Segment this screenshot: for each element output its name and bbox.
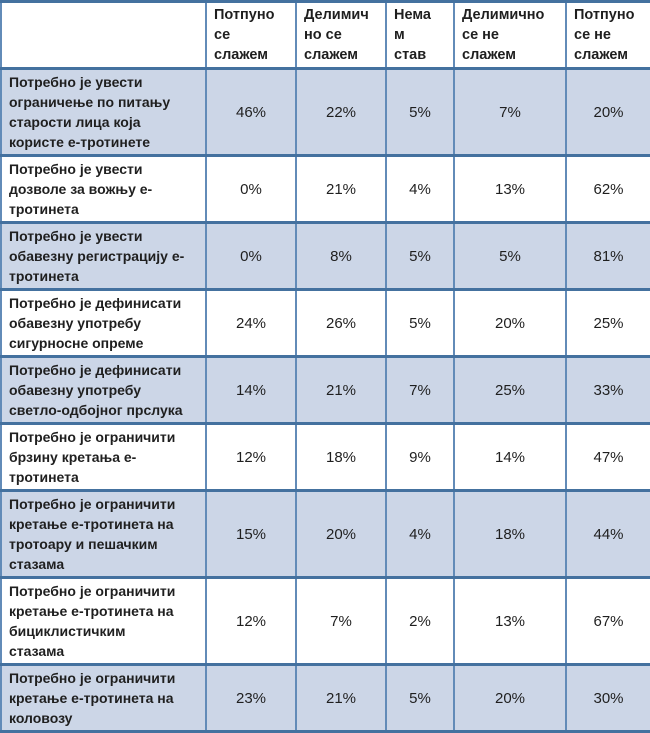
value-cell-r5-c1: 14% — [205, 355, 297, 425]
value-cell-r3-c1: 0% — [205, 221, 297, 291]
table-row-4: Потребно је дефинисати обавезну употребу… — [0, 288, 650, 358]
value-cell-r2-c2: 21% — [295, 154, 387, 224]
value-cell-r2-c5: 62% — [565, 154, 650, 224]
row-label-9: Потребно је ограничити кретање е-тротине… — [0, 663, 207, 733]
column-header-5: Потпуно се не слажем — [565, 0, 650, 70]
value-cell-r8-c1: 12% — [205, 576, 297, 666]
table-row-7: Потребно је ограничити кретање е-тротине… — [0, 489, 650, 579]
header-row: Потпуно се слажем Делимич но се слажем Нем… — [0, 0, 650, 70]
corner-cell — [0, 0, 207, 70]
value-cell-r8-c4: 13% — [453, 576, 567, 666]
value-cell-r4-c2: 26% — [295, 288, 387, 358]
value-cell-r3-c2: 8% — [295, 221, 387, 291]
row-label-6: Потребно је ограничити брзину кретања е-… — [0, 422, 207, 492]
column-header-4: Делимично се не слажем — [453, 0, 567, 70]
value-cell-r2-c4: 13% — [453, 154, 567, 224]
value-cell-r6-c4: 14% — [453, 422, 567, 492]
value-cell-r6-c5: 47% — [565, 422, 650, 492]
value-cell-r4-c5: 25% — [565, 288, 650, 358]
value-cell-r3-c5: 81% — [565, 221, 650, 291]
table-row-8: Потребно је ограничити кретање е-тротине… — [0, 576, 650, 666]
row-label-3: Потребно је увести обавезну регистрацију… — [0, 221, 207, 291]
value-cell-r7-c2: 20% — [295, 489, 387, 579]
value-cell-r9-c2: 21% — [295, 663, 387, 733]
table-row-9: Потребно је ограничити кретање е-тротине… — [0, 663, 650, 733]
value-cell-r1-c2: 22% — [295, 67, 387, 157]
value-cell-r9-c1: 23% — [205, 663, 297, 733]
value-cell-r8-c2: 7% — [295, 576, 387, 666]
table-row-5: Потребно је дефинисати обавезну употребу… — [0, 355, 650, 425]
value-cell-r1-c1: 46% — [205, 67, 297, 157]
row-label-5: Потребно је дефинисати обавезну употребу… — [0, 355, 207, 425]
row-label-8: Потребно је ограничити кретање е-тротине… — [0, 576, 207, 666]
column-header-2: Делимич но се слажем — [295, 0, 387, 70]
value-cell-r4-c4: 20% — [453, 288, 567, 358]
column-header-1: Потпуно се слажем — [205, 0, 297, 70]
value-cell-r2-c1: 0% — [205, 154, 297, 224]
value-cell-r5-c5: 33% — [565, 355, 650, 425]
value-cell-r5-c4: 25% — [453, 355, 567, 425]
row-label-2: Потребно је увести дозволе за вожњу е- т… — [0, 154, 207, 224]
value-cell-r4-c3: 5% — [385, 288, 455, 358]
value-cell-r7-c3: 4% — [385, 489, 455, 579]
value-cell-r1-c5: 20% — [565, 67, 650, 157]
value-cell-r7-c4: 18% — [453, 489, 567, 579]
value-cell-r8-c3: 2% — [385, 576, 455, 666]
value-cell-r7-c1: 15% — [205, 489, 297, 579]
value-cell-r6-c1: 12% — [205, 422, 297, 492]
value-cell-r5-c3: 7% — [385, 355, 455, 425]
value-cell-r3-c3: 5% — [385, 221, 455, 291]
value-cell-r6-c3: 9% — [385, 422, 455, 492]
value-cell-r9-c5: 30% — [565, 663, 650, 733]
value-cell-r5-c2: 21% — [295, 355, 387, 425]
value-cell-r9-c3: 5% — [385, 663, 455, 733]
row-label-7: Потребно је ограничити кретање е-тротине… — [0, 489, 207, 579]
table-row-2: Потребно је увести дозволе за вожњу е- т… — [0, 154, 650, 224]
value-cell-r1-c4: 7% — [453, 67, 567, 157]
table-row-3: Потребно је увести обавезну регистрацију… — [0, 221, 650, 291]
table-row-6: Потребно је ограничити брзину кретања е-… — [0, 422, 650, 492]
value-cell-r9-c4: 20% — [453, 663, 567, 733]
value-cell-r8-c5: 67% — [565, 576, 650, 666]
column-header-3: Нема м став — [385, 0, 455, 70]
value-cell-r2-c3: 4% — [385, 154, 455, 224]
value-cell-r4-c1: 24% — [205, 288, 297, 358]
value-cell-r1-c3: 5% — [385, 67, 455, 157]
value-cell-r3-c4: 5% — [453, 221, 567, 291]
value-cell-r6-c2: 18% — [295, 422, 387, 492]
row-label-1: Потребно је увести ограничење по питању … — [0, 67, 207, 157]
row-label-4: Потребно је дефинисати обавезну употребу… — [0, 288, 207, 358]
table-row-1: Потребно је увести ограничење по питању … — [0, 67, 650, 157]
value-cell-r7-c5: 44% — [565, 489, 650, 579]
